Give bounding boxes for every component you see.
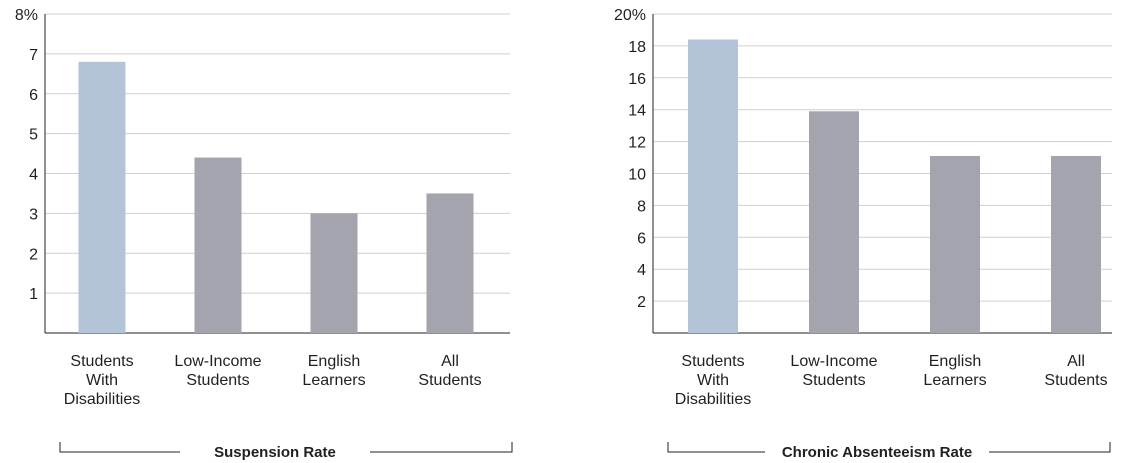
y-tick-label: 3 bbox=[29, 206, 38, 223]
category-label: Students With Disabilities bbox=[675, 353, 751, 408]
group-label: Suspension Rate bbox=[214, 444, 336, 461]
category-label: All Students bbox=[1044, 353, 1107, 389]
chart-1: 2 4 6 8 10 12 14 16 18 20% Students With Disabilitie… bbox=[614, 7, 1112, 461]
y-tick-label: 7 bbox=[29, 47, 38, 64]
y-tick-label: 12 bbox=[628, 135, 646, 152]
group-label: Chronic Absenteeism Rate bbox=[782, 444, 972, 461]
bar bbox=[1051, 155, 1101, 333]
bar bbox=[930, 155, 980, 333]
bar bbox=[426, 193, 474, 333]
y-tick-label: 2 bbox=[29, 246, 38, 263]
y-tick-label: 16 bbox=[628, 71, 646, 88]
bar bbox=[78, 61, 126, 333]
y-tick-label: 2 bbox=[637, 294, 646, 311]
bar bbox=[310, 213, 358, 333]
chart-0: 1 2 3 4 5 6 7 8% Students With Disabilities Low-Inc… bbox=[15, 7, 513, 461]
bar bbox=[809, 111, 859, 333]
group-bracket: Suspension Rate bbox=[59, 442, 513, 461]
y-tick-label: 4 bbox=[637, 262, 646, 279]
y-tick-label: 6 bbox=[29, 87, 38, 104]
category-label: Low-Income Students bbox=[174, 353, 261, 389]
y-tick-label: 1 bbox=[29, 286, 38, 303]
y-tick-label: 8% bbox=[15, 7, 38, 24]
y-tick-label: 18 bbox=[628, 39, 646, 56]
y-tick-label: 6 bbox=[637, 230, 646, 247]
group-bracket: Chronic Absenteeism Rate bbox=[667, 442, 1111, 461]
category-label: English Learners bbox=[923, 353, 986, 389]
y-tick-label: 10 bbox=[628, 167, 646, 184]
category-label: All Students bbox=[418, 353, 481, 389]
bar bbox=[194, 157, 242, 333]
y-tick-label: 14 bbox=[628, 103, 646, 120]
y-tick-label: 4 bbox=[29, 167, 38, 184]
y-tick-label: 8 bbox=[637, 198, 646, 215]
category-label: Low-Income Students bbox=[790, 353, 877, 389]
y-tick-label: 5 bbox=[29, 127, 38, 144]
y-tick-label: 20% bbox=[614, 7, 646, 24]
category-label: English Learners bbox=[302, 353, 365, 389]
bar bbox=[688, 39, 738, 334]
category-label: Students With Disabilities bbox=[64, 353, 140, 408]
